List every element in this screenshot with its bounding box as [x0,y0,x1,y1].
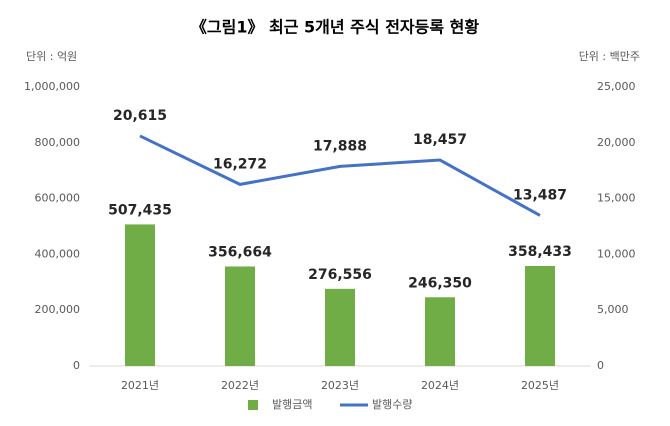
y-tick-label: 0 [73,359,80,372]
y2-tick-label: 25,000 [597,80,636,93]
line-value-label: 16,272 [213,156,267,172]
bar-value-label: 276,556 [308,267,372,283]
y-tick-label: 400,000 [35,247,81,260]
y-tick-label: 600,000 [35,192,81,205]
bar [225,266,255,366]
line-value-label: 18,457 [413,132,467,148]
y-tick-label: 200,000 [35,303,81,316]
x-tick-label: 2023년 [321,379,359,392]
y-unit: 단위 : 억원 [26,50,77,63]
y-tick-label: 1,000,000 [24,80,80,93]
x-tick-label: 2025년 [521,379,559,392]
line-value-label: 17,888 [313,138,367,154]
bar-value-label: 356,664 [208,244,272,260]
y2-tick-label: 5,000 [597,303,629,316]
legend-swatch [248,400,258,410]
bar [125,224,155,366]
bar-value-label: 246,350 [408,275,472,291]
legend-label: 발행금액 [272,398,312,411]
line [139,134,541,217]
line-value-label: 13,487 [513,187,567,203]
bar-value-label: 507,435 [108,202,172,218]
y-tick-label: 800,000 [35,136,81,149]
y2-tick-label: 10,000 [597,247,636,260]
bar-value-label: 358,433 [508,244,572,260]
y2-tick-label: 20,000 [597,136,636,149]
y2-tick-label: 15,000 [597,192,636,205]
legend-label: 발행수량 [372,398,412,411]
y2-tick-label: 0 [597,359,604,372]
bar [525,265,555,366]
bar [425,297,455,366]
x-tick-label: 2021년 [121,379,159,392]
y2-unit: 단위 : 백만주 [579,50,640,63]
x-tick-label: 2024년 [421,379,459,392]
bar [325,288,355,366]
x-tick-label: 2022년 [221,379,259,392]
line-value-label: 20,615 [113,108,167,124]
chart-title: 《그림1》 최근 5개년 주식 전자등록 현황 [191,18,479,37]
